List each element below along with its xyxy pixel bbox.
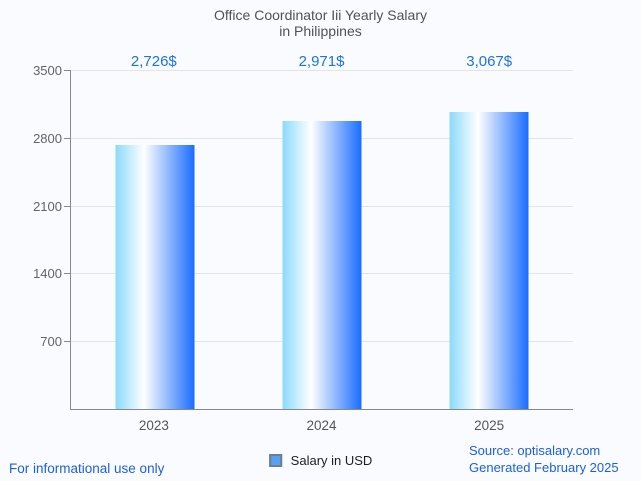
legend-label: Salary in USD [290,453,373,468]
plot-area: 3500 2800 2100 1400 700 [33,63,573,410]
value-label-2024: 2,971$ [298,53,345,70]
y-tickmark [64,70,70,71]
bar-2025[interactable] [449,111,529,409]
ytick-label: 2100 [33,198,62,214]
legend: Salary in USD [268,453,373,468]
ytick-label: 700 [40,334,62,350]
xlabel-2025: 2025 [474,418,505,433]
xlabel-2023: 2023 [138,418,169,433]
bar-slot-2023 [71,70,238,409]
value-label-2023: 2,726$ [130,53,177,70]
source-block: Source: optisalary.com Generated Februar… [469,443,619,476]
y-tickmark [64,205,70,207]
y-tickmark [64,273,70,275]
value-label-2025: 3,067$ [466,53,513,70]
ytick-label: 3500 [33,63,62,78]
ytick-label: 2800 [33,130,62,146]
bar-2023[interactable] [115,144,195,409]
x-axis-labels: 2023 2024 2025 [70,418,573,433]
chart-title-line2: in Philippines [279,23,362,39]
bar-2024[interactable] [282,121,362,409]
bars-row [71,70,573,409]
y-tickmark [64,341,70,343]
source-text: Source: optisalary.com [469,443,601,458]
legend-marker-icon [268,454,282,467]
xlabel-2024: 2024 [306,418,337,433]
value-labels-row: 2,726$ 2,971$ 3,067$ [70,54,573,70]
bar-slot-2024 [238,70,405,409]
bar-slot-2025 [406,70,573,409]
ytick-label: 1400 [33,266,62,282]
y-tickmark [64,137,70,139]
chart-title-line1: Office Coordinator Iii Yearly Salary [214,7,427,23]
gridline [71,70,573,71]
disclaimer-text: For informational use only [9,461,165,476]
chart-title: Office Coordinator Iii Yearly Salary in … [0,7,641,39]
generated-text: Generated February 2025 [469,459,619,475]
